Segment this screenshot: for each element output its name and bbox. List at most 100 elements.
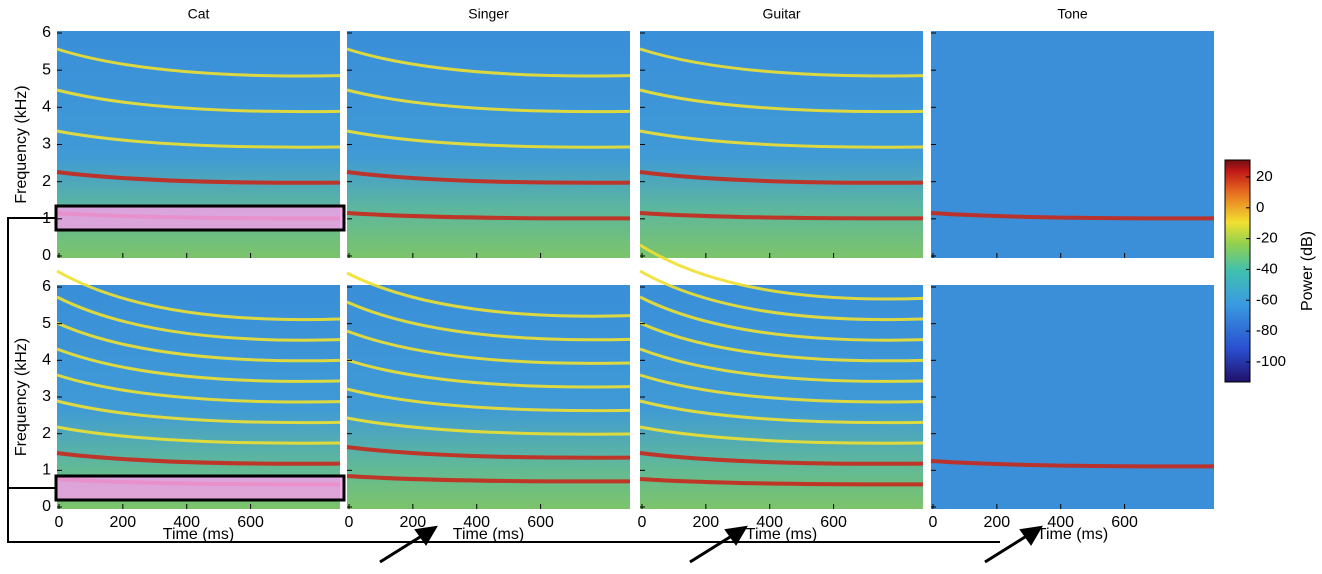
spectrogram-panel — [931, 285, 1214, 509]
arrow-head — [414, 525, 438, 546]
y-tick-label: 6 — [42, 24, 51, 41]
harmonic — [639, 269, 924, 322]
harmonic — [56, 295, 341, 342]
x-tick-label: 200 — [984, 514, 1011, 531]
harmonic — [639, 399, 924, 425]
harmonic — [639, 425, 924, 445]
y-tick-label: 5 — [42, 61, 51, 78]
x-tick-label: 400 — [756, 514, 783, 531]
panel-title: Cat — [188, 6, 210, 22]
harmonic — [56, 425, 341, 445]
y-tick-label: 2 — [42, 173, 51, 190]
harmonic — [56, 347, 341, 383]
x-tick-label: 0 — [55, 514, 64, 531]
x-tick-label: 600 — [1111, 514, 1138, 531]
harmonic — [56, 269, 341, 322]
harmonic — [56, 399, 341, 425]
harmonic — [639, 47, 924, 78]
x-axis-label: Time (ms) — [746, 526, 817, 543]
colorbar-tick-label: -100 — [1256, 353, 1286, 370]
x-tick-label: 400 — [463, 514, 490, 531]
x-axis-label: Time (ms) — [163, 526, 234, 543]
x-tick-label: 0 — [638, 514, 647, 531]
arrow-head — [1019, 525, 1043, 546]
highlight-box — [54, 474, 346, 502]
y-axis-label: Frequency (kHz) — [13, 85, 30, 203]
harmonic — [346, 445, 631, 460]
harmonic — [56, 88, 341, 114]
harmonic — [639, 373, 924, 404]
harmonic — [346, 271, 631, 318]
colorbar-tick-label: -40 — [1256, 260, 1278, 277]
x-tick-label: 600 — [820, 514, 847, 531]
harmonic — [346, 170, 631, 185]
harmonic — [56, 129, 341, 149]
panels — [56, 31, 1215, 509]
x-tick-label: 600 — [527, 514, 554, 531]
x-tick-label: 200 — [110, 514, 137, 531]
y-axis-label: Frequency (kHz) — [13, 338, 30, 456]
harmonic — [639, 321, 924, 363]
harmonic — [639, 243, 924, 301]
y-tick-label: 0 — [42, 498, 51, 515]
harmonic — [56, 47, 341, 78]
x-tick-label: 200 — [693, 514, 720, 531]
harmonic — [639, 88, 924, 114]
colorbar-tick-label: 20 — [1256, 168, 1273, 185]
x-tick-label: 400 — [1047, 514, 1074, 531]
harmonic — [639, 170, 924, 185]
harmonic — [56, 451, 341, 466]
y-tick-label: 1 — [42, 462, 51, 479]
harmonic — [639, 295, 924, 342]
y-tick-label: 3 — [42, 388, 51, 405]
harmonic — [639, 451, 924, 466]
connector-line — [7, 217, 1000, 543]
harmonic — [346, 329, 631, 365]
harmonic — [639, 347, 924, 383]
x-tick-label: 600 — [237, 514, 264, 531]
panel-title: Tone — [1057, 6, 1088, 22]
y-tick-label: 4 — [42, 352, 51, 369]
y-tick-label: 4 — [42, 99, 51, 116]
harmonic — [56, 170, 341, 185]
y-tick-label: 2 — [42, 425, 51, 442]
colorbar-tick-label: 0 — [1256, 199, 1264, 216]
colorbar-tick-label: -80 — [1256, 322, 1278, 339]
spectrogram-panel — [57, 285, 340, 509]
spectrogram-panel — [931, 31, 1214, 258]
spectrogram-panel — [640, 285, 923, 509]
y-tick-label: 6 — [42, 278, 51, 295]
y-tick-label: 1 — [42, 210, 51, 227]
colorbar-tick-label: -20 — [1256, 230, 1278, 247]
harmonic — [639, 129, 924, 149]
colorbar-tick-label: -60 — [1256, 291, 1278, 308]
panel-title: Guitar — [762, 6, 800, 22]
harmonic — [930, 211, 1215, 221]
harmonic — [346, 300, 631, 342]
arrow-head — [724, 525, 748, 546]
harmonic — [639, 211, 924, 221]
harmonic — [346, 358, 631, 389]
x-tick-label: 400 — [173, 514, 200, 531]
harmonic — [346, 416, 631, 436]
colorbar — [1224, 159, 1251, 383]
connectors — [7, 217, 1043, 564]
harmonic — [346, 129, 631, 149]
highlight-boxes — [54, 204, 346, 502]
highlight-box — [54, 204, 346, 232]
x-tick-label: 0 — [929, 514, 938, 531]
x-axis-label: Time (ms) — [1037, 526, 1108, 543]
harmonic — [639, 477, 924, 487]
harmonic — [346, 474, 631, 484]
harmonic — [346, 88, 631, 114]
harmonic — [56, 373, 341, 404]
x-axis-label: Time (ms) — [453, 526, 524, 543]
y-tick-label: 5 — [42, 315, 51, 332]
y-tick-label: 0 — [42, 247, 51, 264]
harmonic — [930, 459, 1215, 469]
x-tick-label: 200 — [400, 514, 427, 531]
harmonic — [346, 387, 631, 413]
x-tick-label: 0 — [345, 514, 354, 531]
harmonic — [346, 47, 631, 78]
colorbar-label: Power (dB) — [1299, 231, 1316, 311]
